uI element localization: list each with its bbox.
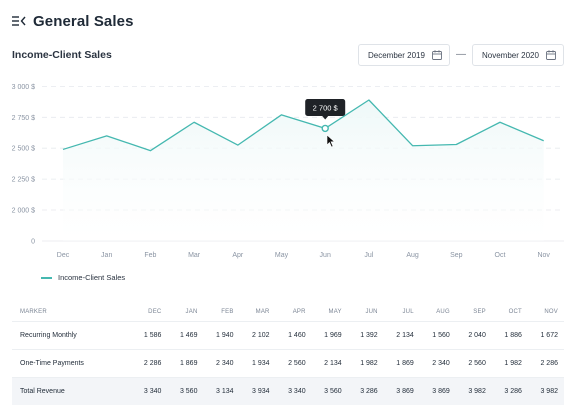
table-cell: 3 982 (527, 376, 564, 405)
table-cell: 2 134 (311, 348, 348, 377)
column-header: MAR (255, 308, 270, 315)
table-cell: 2 040 (455, 320, 492, 349)
table-cell: 1 392 (347, 320, 384, 349)
table-cell: 3 934 (239, 376, 276, 405)
legend-label: Income-Client Sales (58, 273, 126, 282)
table-cell: 1 460 (275, 320, 312, 349)
x-tick-label: Mar (188, 252, 201, 259)
column-header: JAN (185, 308, 198, 315)
x-tick-label: Jan (101, 252, 112, 259)
tooltip-box (305, 99, 346, 116)
x-tick-label: Feb (144, 252, 156, 259)
row-label: One-Time Payments (12, 348, 132, 377)
table-row: Total Revenue 3 340 3 560 3 134 3 934 3 340 3 … (12, 376, 564, 405)
date-from-picker[interactable]: December 2019 (358, 44, 450, 66)
date-to-picker[interactable]: November 2020 (472, 44, 564, 66)
column-header: MARKER (20, 308, 47, 315)
series-area (63, 99, 544, 241)
table-cell: 3 340 (275, 376, 312, 405)
table-cell: 3 286 (347, 376, 384, 405)
column-header: DEC (148, 308, 162, 315)
table-row: One-Time Payments 2 286 1 869 2 340 1 934 2 5… (12, 348, 564, 377)
column-header: AUG (436, 308, 450, 315)
table-cell: 2 560 (455, 348, 492, 377)
table-header-row: MARKER DEC JAN FEB MAR APR MAY JUN JUL AUG SEP OCT N… (12, 303, 564, 321)
table-cell: 2 102 (239, 320, 276, 349)
table-cell: 2 340 (203, 348, 240, 377)
table-cell: 3 982 (455, 376, 492, 405)
sales-table: MARKER DEC JAN FEB MAR APR MAY JUN JUL AUG SEP OCT N… (12, 303, 564, 405)
table-cell: 2 286 (131, 348, 168, 377)
table-cell: 1 869 (167, 348, 204, 377)
table-cell: 2 560 (275, 348, 312, 377)
table-cell: 2 286 (527, 348, 564, 377)
page-header: General Sales (12, 11, 134, 31)
table-cell: 3 869 (383, 376, 420, 405)
column-header: SEP (473, 308, 486, 315)
date-range-separator: — (456, 49, 466, 60)
table-cell: 2 340 (419, 348, 456, 377)
column-header: NOV (544, 308, 558, 315)
x-tick-label: Nov (537, 252, 550, 259)
table-cell: 1 982 (347, 348, 384, 377)
column-header: OCT (508, 308, 522, 315)
table-cell: 3 560 (311, 376, 348, 405)
table-cell: 1 982 (491, 348, 528, 377)
x-tick-label: Jul (364, 252, 373, 259)
tooltip-arrow (322, 116, 329, 120)
table-cell: 1 672 (527, 320, 564, 349)
cursor-icon (326, 134, 336, 148)
y-tick-label: 2 750 $ (12, 115, 35, 122)
y-tick-label: 3 000 $ (12, 84, 35, 91)
sales-line-chart[interactable]: 0 2 000 $ 2 250 $ 2 500 $ 2 750 $ 3 000 $ 2 70… (0, 75, 570, 265)
table-cell: 1 560 (419, 320, 456, 349)
table-cell: 1 934 (239, 348, 276, 377)
column-header: APR (292, 308, 306, 315)
calendar-icon (432, 50, 442, 60)
x-tick-label: May (275, 252, 289, 259)
y-tick-label: 2 250 $ (12, 177, 35, 184)
x-tick-label: Oct (495, 252, 506, 259)
column-header: JUL (402, 308, 414, 315)
table-cell: 1 586 (131, 320, 168, 349)
table-row: Recurring Monthly 1 586 1 469 1 940 2 102 1 4… (12, 320, 564, 349)
date-to-value: November 2020 (482, 50, 539, 60)
table-cell: 3 340 (131, 376, 168, 405)
x-tick-label: Aug (406, 252, 419, 259)
menu-collapse-icon[interactable] (12, 15, 26, 27)
table-cell: 2 134 (383, 320, 420, 349)
table-cell: 3 560 (167, 376, 204, 405)
table-cell: 3 134 (203, 376, 240, 405)
y-tick-label: 2 500 $ (12, 146, 35, 153)
tooltip-label: 2 700 $ (313, 104, 339, 113)
hover-point (321, 124, 329, 133)
x-tick-label: Dec (57, 252, 70, 259)
column-header: JUN (365, 308, 378, 315)
y-tick-label: 2 000 $ (12, 208, 35, 215)
table-cell: 3 869 (419, 376, 456, 405)
date-from-value: December 2019 (368, 50, 425, 60)
table-cell: 1 940 (203, 320, 240, 349)
calendar-icon (546, 50, 556, 60)
table-cell: 1 969 (311, 320, 348, 349)
series-line (62, 99, 544, 152)
table-cell: 1 886 (491, 320, 528, 349)
table-cell: 1 869 (383, 348, 420, 377)
table-cell: 3 286 (491, 376, 528, 405)
row-label: Recurring Monthly (12, 320, 132, 349)
y-tick-label: 0 (31, 239, 35, 246)
table-cell: 1 469 (167, 320, 204, 349)
page-title: General Sales (33, 12, 134, 30)
legend-swatch (41, 276, 52, 279)
x-tick-label: Sep (450, 252, 463, 259)
section-title: Income-Client Sales (12, 49, 112, 61)
row-label: Total Revenue (12, 376, 132, 405)
chart-legend: Income-Client Sales (41, 273, 125, 282)
x-tick-label: Apr (232, 252, 244, 259)
column-header: MAY (328, 308, 342, 315)
x-tick-label: Jun (320, 252, 331, 259)
column-header: FEB (221, 308, 234, 315)
